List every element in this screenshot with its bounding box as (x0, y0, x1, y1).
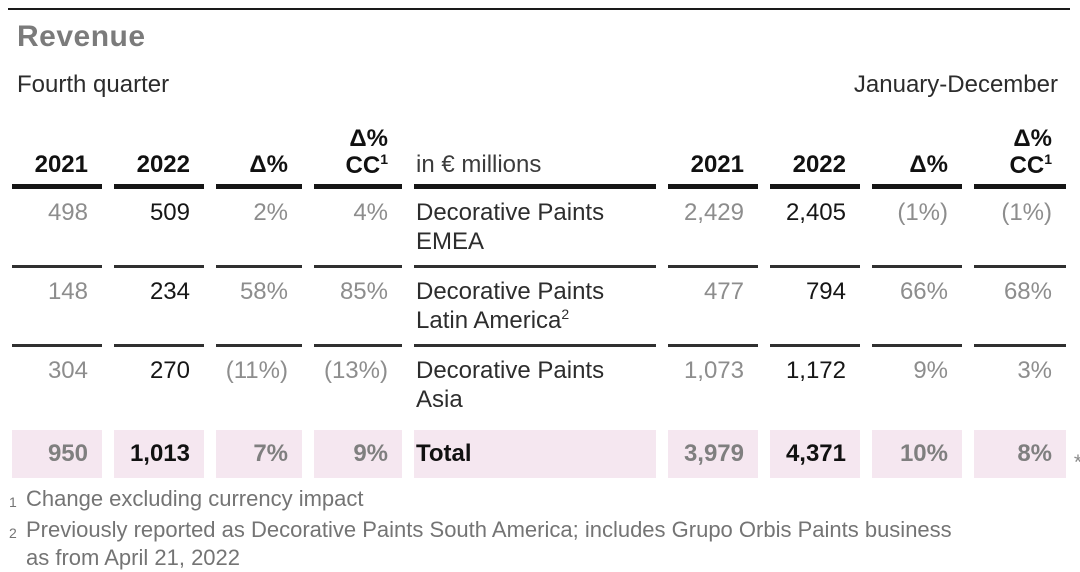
fy-delta-cc-value: 3% (1017, 357, 1052, 384)
q4-delta-cc-header: Δ% CC1 (314, 99, 402, 189)
fy-2022-header: 2022 (770, 99, 860, 189)
footnote-2-text-line1: Previously reported as Decorative Paints… (26, 517, 952, 542)
revenue-table: 2021 2022 Δ% Δ% CC1 in € millions 2021 2… (0, 99, 1080, 478)
unit-label: in € millions (414, 99, 656, 189)
total-fy-2021-value: 3,979 (668, 423, 758, 478)
footnote-1-marker: 1 (9, 494, 17, 510)
table-header-row: 2021 2022 Δ% Δ% CC1 in € millions 2021 2… (12, 99, 1066, 189)
fy-delta-cc-line1: Δ% (1013, 125, 1052, 152)
footnote-2-text-line2: as from April 21, 2022 (26, 545, 241, 570)
fy-2022-value: 2,405 (770, 189, 860, 268)
q4-delta-value: 2% (216, 189, 302, 268)
total-q4-2021-value: 950 (12, 423, 102, 478)
segment-footnote-marker: 2 (561, 306, 570, 322)
total-q4-delta-cc-value: 9% (314, 423, 402, 478)
fy-2021-header: 2021 (668, 99, 758, 189)
segment-name: Decorative Paints Latin America2 (414, 268, 656, 347)
q4-delta-value: (11%) (225, 357, 288, 384)
fy-2022-value: 794 (770, 268, 860, 347)
footnote-ref-1: 1 (1044, 151, 1052, 167)
revenue-row-asia: 304 270 (11%) (13%) Decorative Paints As… (12, 347, 1066, 423)
segment-name: Decorative Paints EMEA (414, 189, 656, 268)
footnote-ref-1: 1 (380, 151, 388, 167)
period-row: Fourth quarter January-December (17, 71, 1058, 99)
q4-delta-cc-line2: CC1 (345, 151, 388, 179)
q4-2022-value: 270 (149, 357, 190, 384)
total-fy-delta-value: 10% (872, 423, 962, 478)
fy-delta-cc-value: 68% (974, 268, 1066, 347)
top-rule (8, 8, 1070, 10)
fy-2021-value: 1,073 (683, 357, 744, 384)
total-q4-2022-value: 1,013 (114, 423, 204, 478)
fy-2022-value: 1,172 (785, 357, 846, 384)
revenue-row-latin-america: 148 234 58% 85% Decorative Paints Latin … (12, 268, 1066, 347)
fy-delta-value: (1%) (872, 189, 962, 268)
fy-2021-value: 477 (668, 268, 758, 347)
footnote-2: 2 Previously reported as Decorative Pain… (9, 516, 1070, 572)
period-right-label: January-December (853, 71, 1058, 98)
fy-delta-header: Δ% (872, 99, 962, 189)
fy-delta-cc-header: Δ% CC1 (974, 99, 1066, 189)
revenue-row-emea: 498 509 2% 4% Decorative Paints EMEA 2,4… (12, 189, 1066, 268)
fy-2021-value: 2,429 (668, 189, 758, 268)
q4-delta-cc-value: (13%) (323, 357, 388, 384)
q4-delta-cc-value: 4% (314, 189, 402, 268)
total-fy-2022-value: 4,371 (770, 423, 860, 478)
q4-delta-header: Δ% (216, 99, 302, 189)
segment-name: Decorative Paints Asia (416, 357, 605, 413)
total-asterisk-marker: * (1074, 450, 1080, 476)
q4-2022-value: 509 (114, 189, 204, 268)
q4-2021-value: 304 (47, 357, 88, 384)
period-left-label: Fourth quarter (17, 71, 170, 98)
fy-delta-value: 66% (872, 268, 962, 347)
q4-2021-header: 2021 (12, 99, 102, 189)
total-fy-delta-cc-value: 8%* (974, 423, 1080, 478)
footnote-1: 1 Change excluding currency impact (9, 485, 1070, 516)
q4-delta-value: 58% (216, 268, 302, 347)
q4-2022-header: 2022 (114, 99, 204, 189)
total-label: Total (414, 423, 656, 478)
q4-2022-value: 234 (114, 268, 204, 347)
total-q4-delta-value: 7% (216, 423, 302, 478)
footnote-1-text: Change excluding currency impact (26, 486, 364, 511)
q4-2021-value: 498 (12, 189, 102, 268)
fy-delta-value: 9% (913, 357, 948, 384)
page-title: Revenue (17, 20, 146, 53)
footnote-2-marker: 2 (9, 525, 17, 541)
fy-delta-cc-line2: CC1 (1009, 151, 1052, 179)
revenue-table-wrap: 2021 2022 Δ% Δ% CC1 in € millions 2021 2… (0, 99, 1080, 478)
q4-delta-cc-line1: Δ% (349, 125, 388, 152)
fy-delta-cc-value: (1%) (974, 189, 1066, 268)
footnotes: 1 Change excluding currency impact 2 Pre… (9, 485, 1070, 572)
total-row: 950 1,013 7% 9% Total 3,979 4,371 10% 8%… (12, 423, 1080, 478)
q4-delta-cc-value: 85% (314, 268, 402, 347)
q4-2021-value: 148 (12, 268, 102, 347)
